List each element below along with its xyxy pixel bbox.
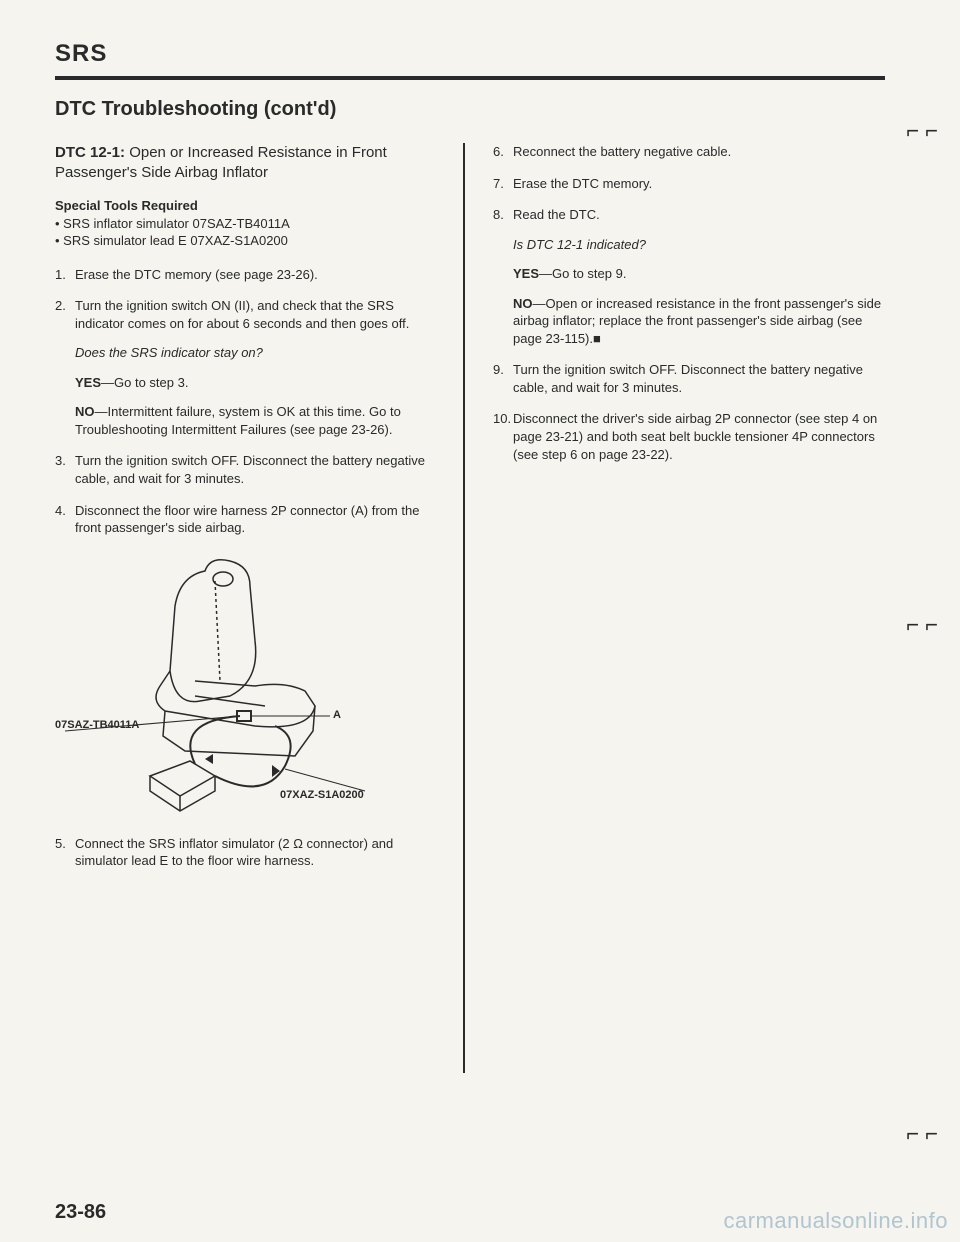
yes-text: —Go to step 9. (539, 266, 626, 281)
yes-branch: YES—Go to step 3. (75, 374, 441, 392)
step-2: Turn the ignition switch ON (II), and ch… (55, 297, 441, 438)
figure-label-a: A (333, 709, 341, 721)
step-question: Does the SRS indicator stay on? (75, 344, 441, 362)
dtc-code: DTC 12-1: (55, 144, 125, 161)
figure-label-left: 07SAZ-TB4011A (55, 719, 139, 731)
tools-list: • SRS inflator simulator 07SAZ-TB4011A •… (55, 215, 441, 250)
tools-header: Special Tools Required (55, 198, 441, 213)
yes-label: YES (513, 266, 539, 281)
right-column: Reconnect the battery negative cable. Er… (465, 143, 885, 1073)
no-text: —Open or increased resistance in the fro… (513, 296, 881, 346)
dtc-heading: DTC 12-1: Open or Increased Resistance i… (55, 143, 441, 184)
no-label: NO (75, 404, 95, 419)
seat-diagram: 07SAZ-TB4011A A 07XAZ-S1A0200 (55, 551, 415, 821)
step-9: Turn the ignition switch OFF. Disconnect… (493, 361, 885, 396)
no-branch: NO—Open or increased resistance in the f… (513, 295, 885, 348)
right-steps: Reconnect the battery negative cable. Er… (493, 143, 885, 463)
crop-mark-icon: ⌐ ⌐ (906, 1121, 938, 1147)
step-question: Is DTC 12-1 indicated? (513, 236, 885, 254)
step-1: Erase the DTC memory (see page 23-26). (55, 266, 441, 284)
figure-label-right: 07XAZ-S1A0200 (280, 789, 364, 801)
step-5: Connect the SRS inflator simulator (2 Ω … (55, 835, 441, 870)
step-text: Turn the ignition switch ON (II), and ch… (75, 298, 409, 331)
tool-item: • SRS inflator simulator 07SAZ-TB4011A (55, 215, 441, 233)
watermark: carmanualsonline.info (723, 1208, 948, 1234)
header-rule (55, 76, 885, 80)
step-3: Turn the ignition switch OFF. Disconnect… (55, 452, 441, 487)
left-column: DTC 12-1: Open or Increased Resistance i… (55, 143, 465, 1073)
yes-branch: YES—Go to step 9. (513, 265, 885, 283)
no-text: —Intermittent failure, system is OK at t… (75, 404, 401, 437)
section-title: DTC Troubleshooting (cont'd) (55, 98, 885, 121)
no-label: NO (513, 296, 533, 311)
seat-svg (55, 551, 415, 821)
no-branch: NO—Intermittent failure, system is OK at… (75, 403, 441, 438)
two-column-layout: DTC 12-1: Open or Increased Resistance i… (55, 143, 885, 1073)
left-steps-cont: Connect the SRS inflator simulator (2 Ω … (55, 835, 441, 870)
step-10: Disconnect the driver's side airbag 2P c… (493, 410, 885, 463)
yes-label: YES (75, 375, 101, 390)
system-header: SRS (55, 40, 885, 68)
crop-mark-icon: ⌐ ⌐ (906, 118, 938, 144)
step-7: Erase the DTC memory. (493, 175, 885, 193)
step-6: Reconnect the battery negative cable. (493, 143, 885, 161)
yes-text: —Go to step 3. (101, 375, 188, 390)
tool-item: • SRS simulator lead E 07XAZ-S1A0200 (55, 232, 441, 250)
step-4: Disconnect the floor wire harness 2P con… (55, 502, 441, 537)
step-8: Read the DTC. Is DTC 12-1 indicated? YES… (493, 206, 885, 347)
step-text: Read the DTC. (513, 207, 600, 222)
left-steps: Erase the DTC memory (see page 23-26). T… (55, 266, 441, 537)
crop-mark-icon: ⌐ ⌐ (906, 612, 938, 638)
manual-page: SRS DTC Troubleshooting (cont'd) DTC 12-… (55, 40, 885, 1180)
page-number: 23-86 (55, 1201, 106, 1224)
